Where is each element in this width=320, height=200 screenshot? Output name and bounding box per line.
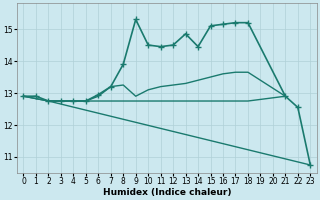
- X-axis label: Humidex (Indice chaleur): Humidex (Indice chaleur): [103, 188, 231, 197]
